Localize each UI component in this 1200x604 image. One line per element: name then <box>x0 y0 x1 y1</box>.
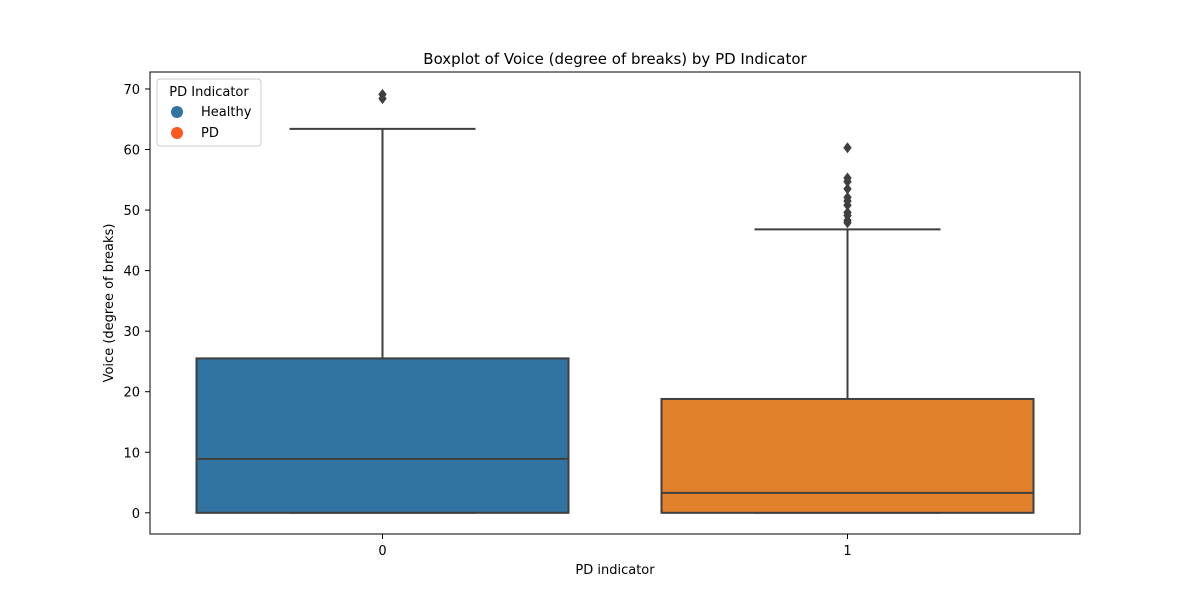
y-tick-label-30: 30 <box>123 325 140 340</box>
outlier-point-1-7 <box>843 183 852 195</box>
x-tick-label-0: 0 <box>378 544 386 559</box>
y-axis-label: Voice (degree of breaks) <box>102 224 117 383</box>
y-tick-label-40: 40 <box>123 265 140 280</box>
plot-frame <box>149 71 1081 535</box>
y-tick-label-60: 60 <box>123 144 140 159</box>
outlier-point-1-6 <box>843 191 852 203</box>
y-tick-label-50: 50 <box>123 204 140 219</box>
outlier-point-1-3 <box>843 206 852 218</box>
chart-title: Boxplot of Voice (degree of breaks) by P… <box>423 50 807 68</box>
outlier-point-1-9 <box>843 172 852 184</box>
y-axis: 0 10 20 30 40 50 60 70 <box>123 83 150 522</box>
plot-area <box>195 88 1035 514</box>
legend-frame <box>156 78 262 147</box>
outlier-point-0-1 <box>378 88 387 100</box>
legend-title: PD Indicator <box>169 85 249 100</box>
y-tick-label-70: 70 <box>123 83 140 98</box>
box-group-1 <box>660 142 1035 514</box>
legend-marker-pd <box>171 127 183 139</box>
y-tick-label-10: 10 <box>123 446 140 461</box>
x-axis-label: PD indicator <box>575 563 655 578</box>
legend-label-healthy: Healthy <box>201 105 252 120</box>
legend-marker-healthy <box>171 106 183 118</box>
legend: PD Indicator Healthy PD <box>156 78 262 147</box>
legend-label-pd: PD <box>201 126 219 141</box>
outlier-point-1-10 <box>843 142 852 154</box>
y-tick-label-20: 20 <box>123 386 140 401</box>
box-1 <box>660 397 1035 514</box>
box-0 <box>195 357 570 514</box>
y-tick-label-0: 0 <box>132 507 140 522</box>
box-group-0 <box>195 88 570 514</box>
x-tick-label-1: 1 <box>843 544 851 559</box>
